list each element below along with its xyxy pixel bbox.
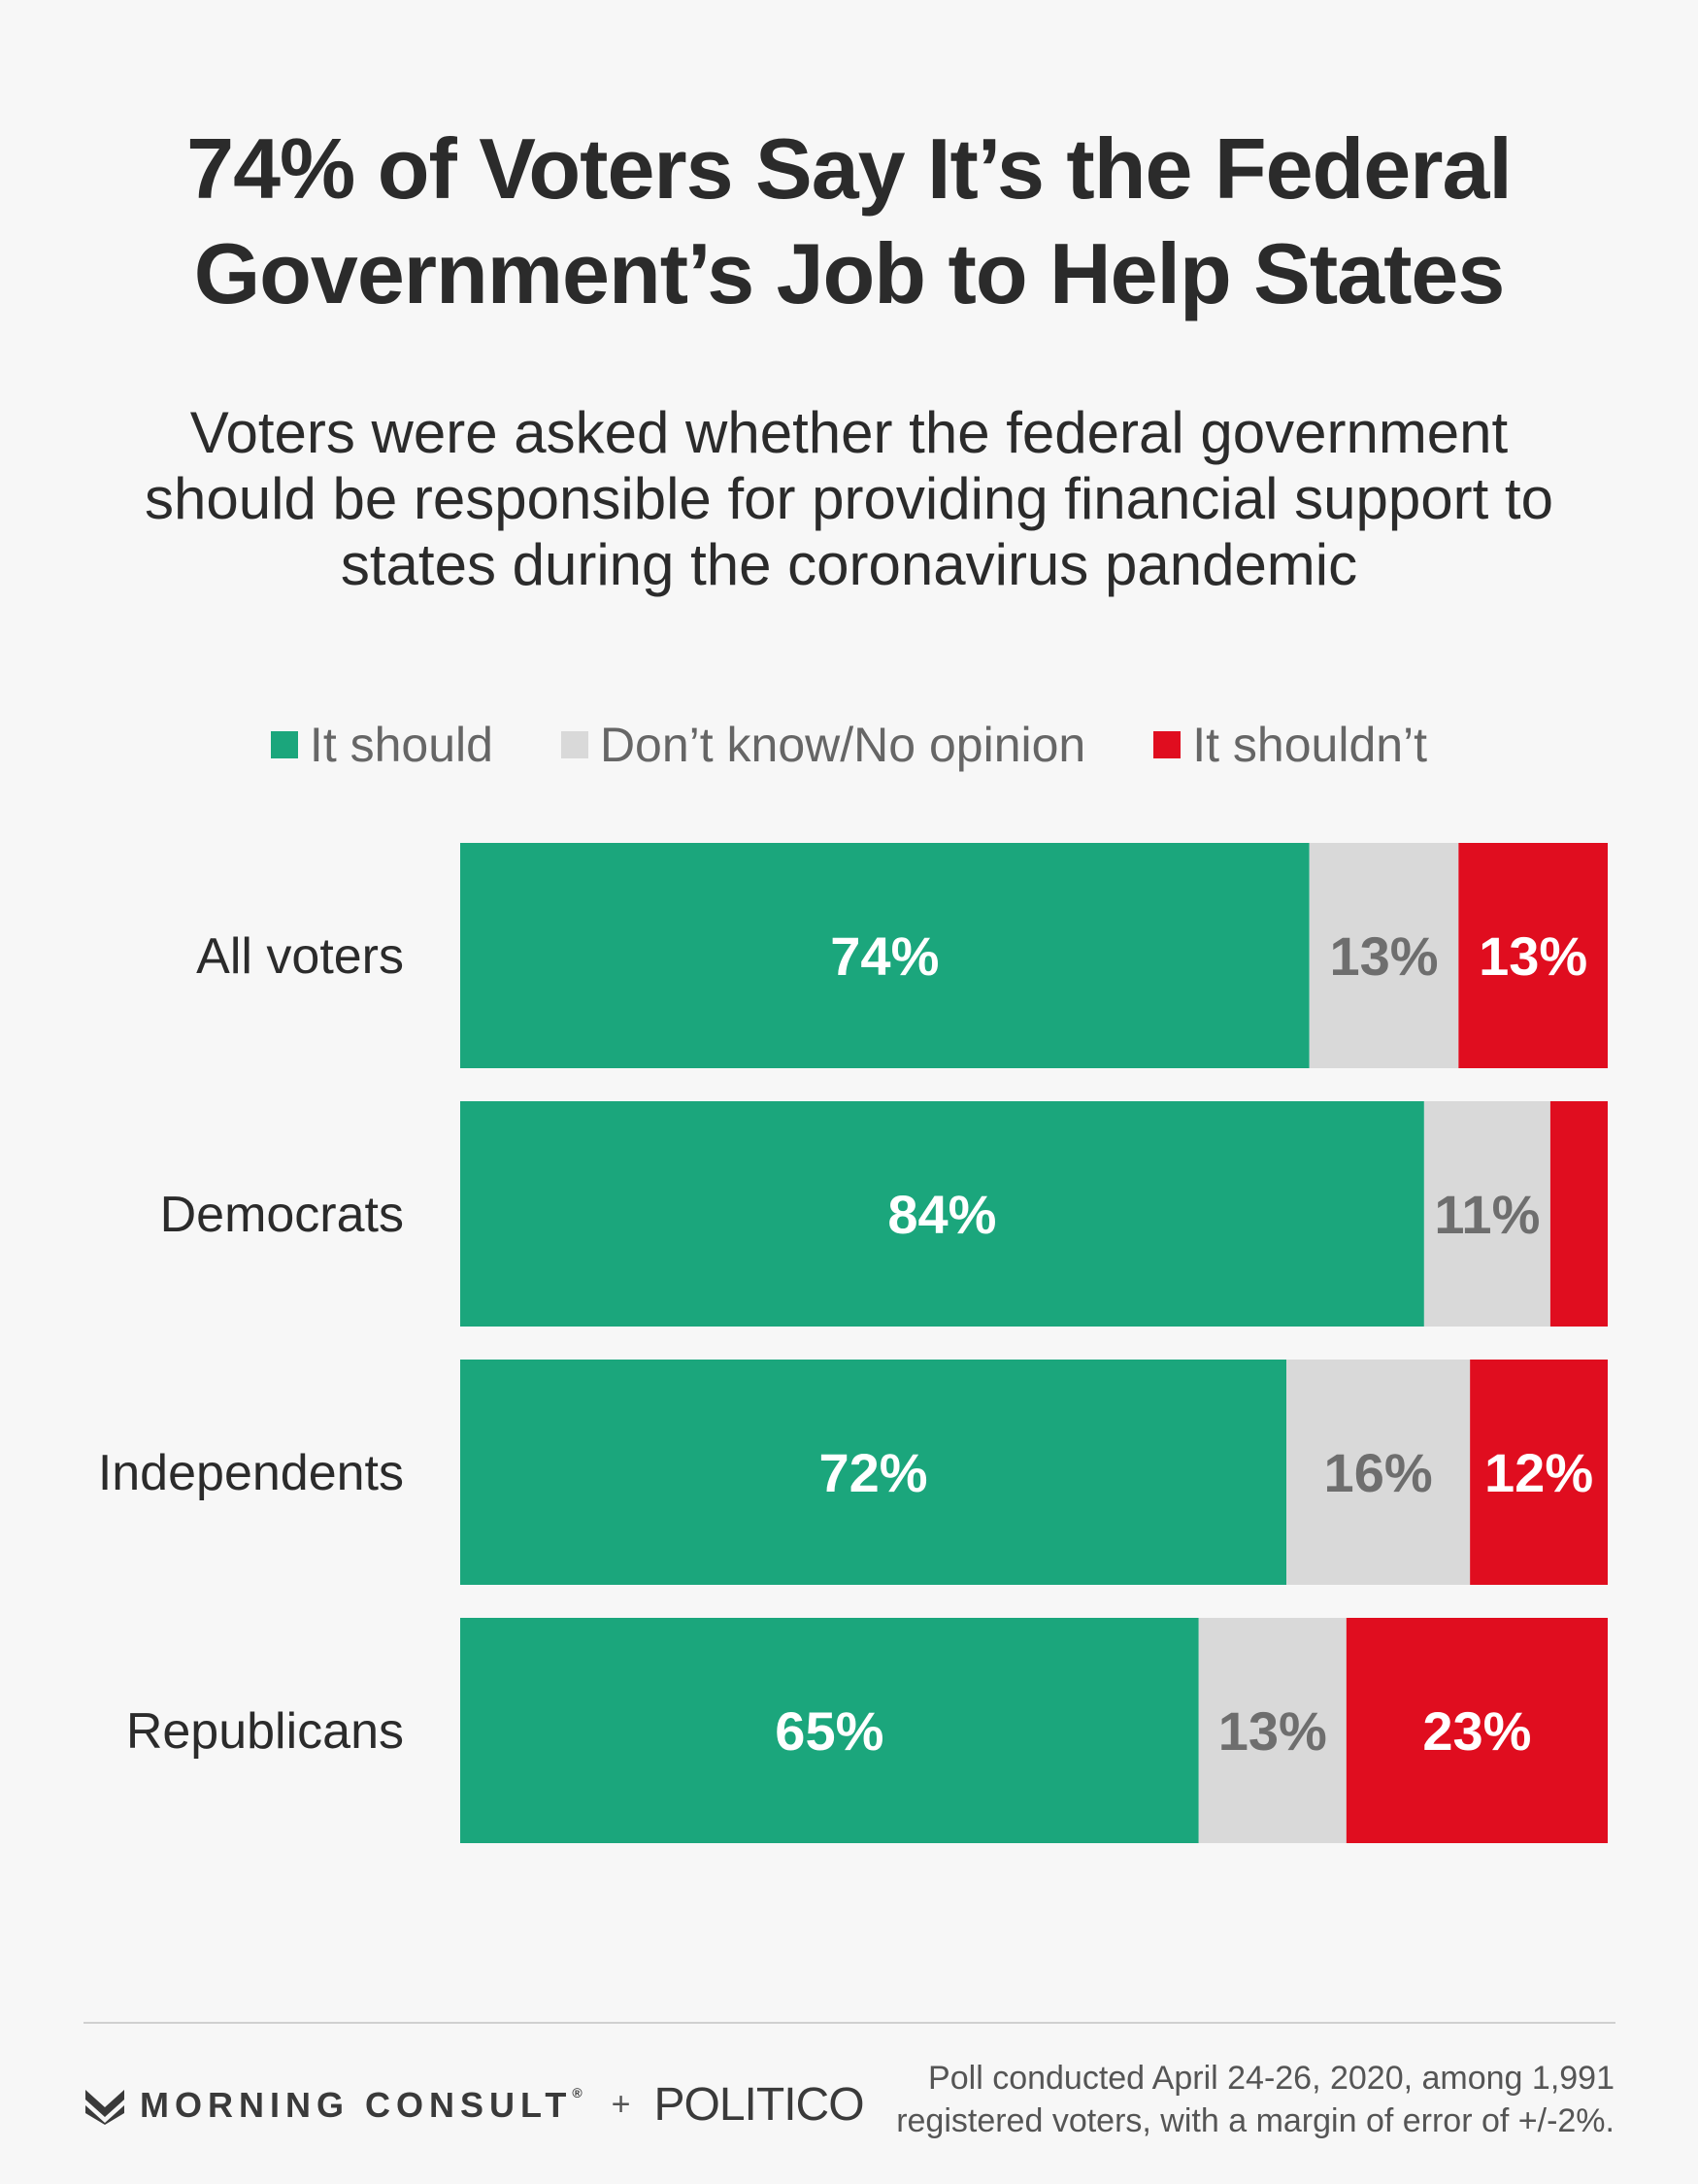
data-label: 23%: [1422, 1700, 1531, 1762]
bar-segment: [460, 843, 1310, 1068]
data-label: 72%: [818, 1442, 927, 1503]
category-label: Republicans: [126, 1703, 404, 1760]
legend-swatch-shouldnt: [1153, 731, 1182, 758]
data-label: 65%: [775, 1700, 883, 1762]
data-label: 13%: [1329, 925, 1438, 987]
data-label: 13%: [1218, 1700, 1327, 1762]
legend-item-shouldnt: It shouldn’t: [1153, 717, 1427, 773]
legend-swatch-dont-know: [560, 731, 588, 758]
politico-wordmark: POLITICO: [653, 2079, 865, 2131]
data-label: 74%: [830, 925, 939, 987]
source-note-line-2: registered voters, with a margin of erro…: [896, 2102, 1615, 2139]
source-note-line-1: Poll conducted April 24-26, 2020, among …: [928, 2060, 1615, 2097]
legend-label-dont-know: Don’t know/No opinion: [599, 718, 1086, 772]
legend: It should Don’t know/No opinion It shoul…: [0, 717, 1698, 773]
plus-sign: +: [611, 2086, 631, 2123]
footer-divider: [83, 2022, 1615, 2024]
bar-segment: [1198, 1618, 1347, 1843]
bar-segment: [460, 1360, 1287, 1585]
footer-logos: MORNING CONSULT® + POLITICO: [83, 2078, 865, 2132]
source-note: Poll conducted April 24-26, 2020, among …: [838, 2057, 1615, 2142]
data-label: 12%: [1484, 1442, 1593, 1503]
data-label: 13%: [1479, 925, 1587, 987]
category-label: Democrats: [160, 1187, 404, 1243]
bar-segment: [460, 1101, 1424, 1327]
category-label: All voters: [196, 928, 404, 985]
bar-segment: [1346, 1618, 1608, 1843]
registered-mark: ®: [572, 2084, 588, 2100]
morning-consult-logo-icon: [85, 2089, 124, 2125]
category-label: Independents: [98, 1445, 404, 1501]
legend-label-should: It should: [309, 718, 493, 772]
morning-consult-wordmark: MORNING CONSULT®: [140, 2084, 588, 2125]
bar-segment: [1549, 1101, 1608, 1327]
legend-label-shouldnt: It shouldn’t: [1192, 718, 1428, 772]
legend-swatch-should: [270, 731, 298, 758]
bar-segment: [1309, 843, 1459, 1068]
bar-segment: [1423, 1101, 1550, 1327]
legend-item-dont-know: Don’t know/No opinion: [560, 717, 1086, 773]
chart-title: 74% of Voters Say It’s the Federal Gover…: [186, 120, 1513, 321]
bar-segment: [1458, 843, 1608, 1068]
data-label: 84%: [887, 1184, 996, 1245]
bar-segment: [1286, 1360, 1471, 1585]
bar-segment: [1470, 1360, 1608, 1585]
data-label: 16%: [1324, 1442, 1433, 1503]
chart-subtitle: Voters were asked whether the federal go…: [145, 400, 1553, 597]
bar-segment: [460, 1618, 1199, 1843]
legend-item-should: It should: [270, 717, 493, 773]
data-label: 11%: [1434, 1184, 1540, 1245]
